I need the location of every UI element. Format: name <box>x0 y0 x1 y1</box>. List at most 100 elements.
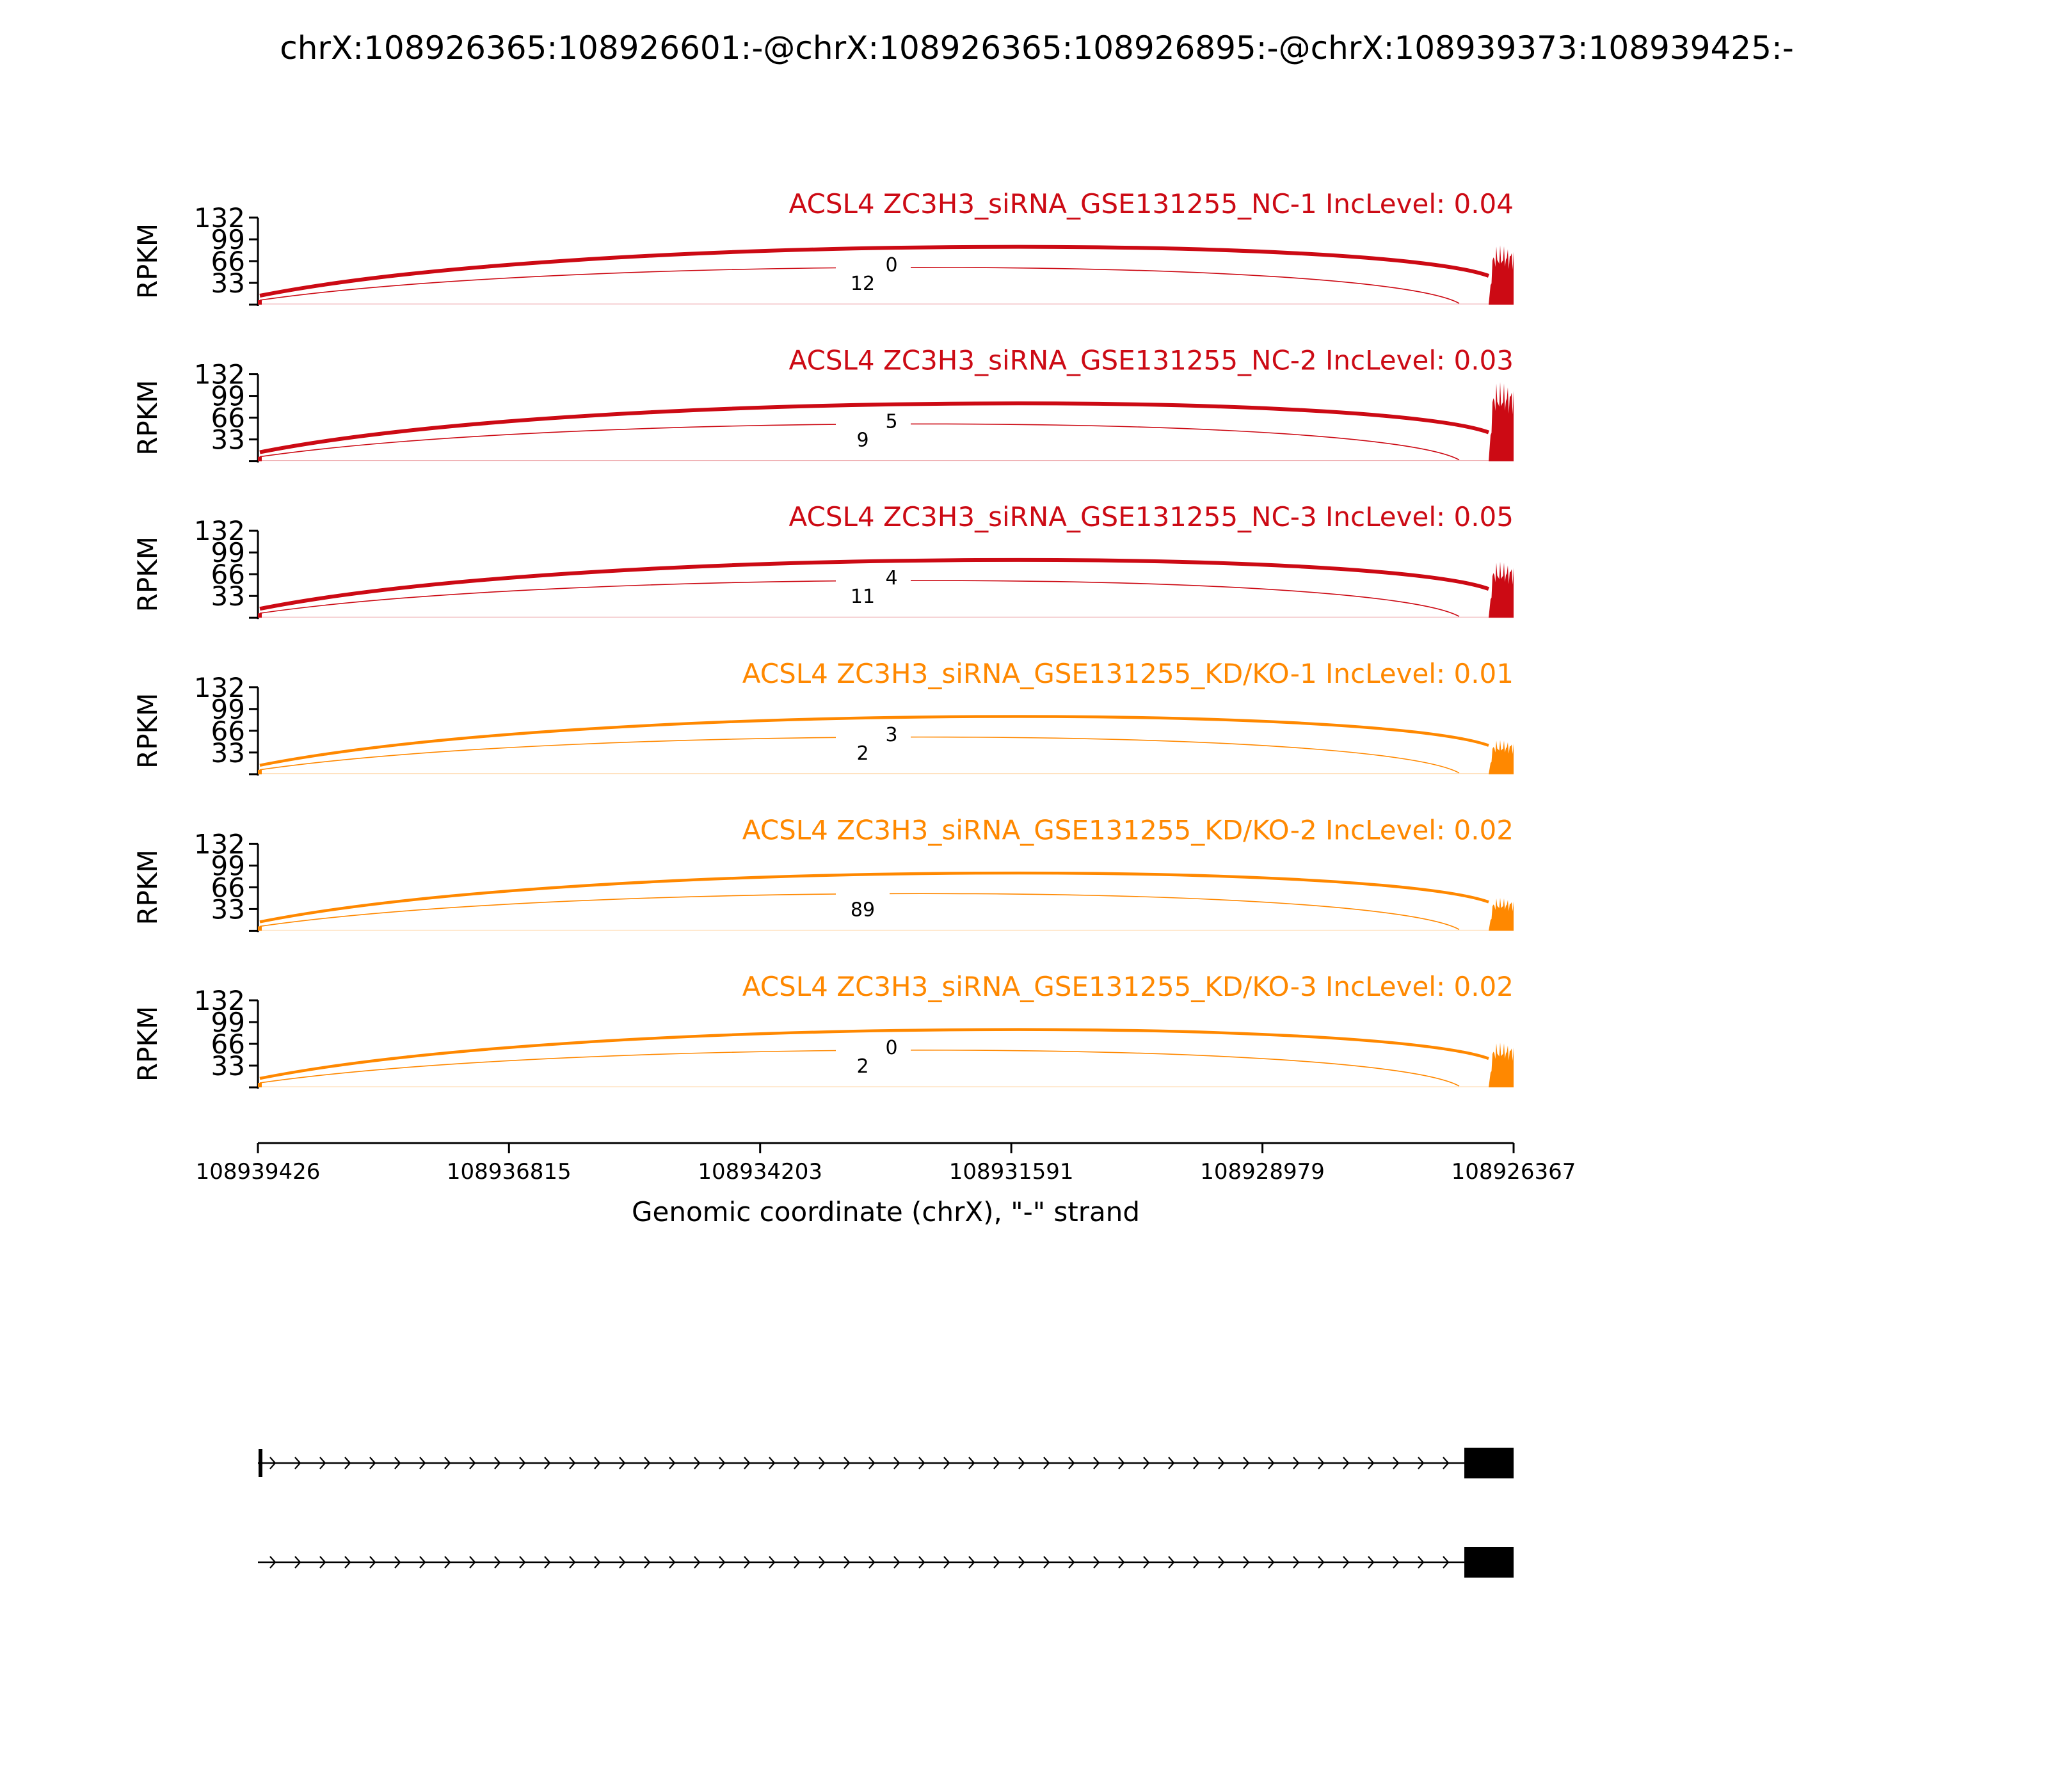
strand-arrow <box>1343 1457 1350 1469</box>
y-tick-label: 33 <box>211 1050 245 1082</box>
strand-arrow <box>769 1457 776 1469</box>
strand-arrow <box>1418 1457 1425 1469</box>
series-label: ACSL4 ZC3H3_siRNA_GSE131255_NC-1 IncLeve… <box>789 188 1514 220</box>
strand-arrow <box>419 1556 426 1569</box>
x-tick-label: 108926367 <box>1452 1159 1576 1185</box>
strand-arrow <box>569 1556 576 1569</box>
strand-arrow <box>1418 1556 1425 1569</box>
series-label: ACSL4 ZC3H3_siRNA_GSE131255_KD/KO-1 IncL… <box>742 658 1514 689</box>
y-axis-label: RPKM <box>132 1006 163 1082</box>
junction-arc-short <box>259 736 1460 774</box>
junction-arc-long <box>259 244 1490 298</box>
strand-arrow <box>394 1556 401 1569</box>
junction-count: 2 <box>856 742 868 765</box>
junction-count: 5 <box>885 411 897 433</box>
strand-arrow <box>844 1556 851 1569</box>
x-axis-label: Genomic coordinate (chrX), "-" strand <box>632 1196 1140 1228</box>
strand-arrow <box>943 1457 950 1469</box>
right-exon-coverage <box>1489 561 1514 618</box>
strand-arrow <box>669 1556 676 1569</box>
exon-block <box>1464 1547 1514 1578</box>
strand-arrow <box>1143 1556 1150 1569</box>
strand-arrow <box>1068 1556 1075 1569</box>
strand-arrow <box>1343 1556 1350 1569</box>
series-label: ACSL4 ZC3H3_siRNA_GSE131255_NC-2 IncLeve… <box>789 345 1514 376</box>
strand-arrow <box>794 1556 801 1569</box>
strand-arrow <box>1043 1457 1050 1469</box>
strand-arrow <box>819 1556 826 1569</box>
right-exon-coverage <box>1489 897 1514 931</box>
right-exon-coverage <box>1489 740 1514 774</box>
strand-arrow <box>993 1457 1000 1469</box>
y-tick-label: 99 <box>211 381 245 412</box>
y-tick-label: 33 <box>211 893 245 925</box>
strand-arrow <box>1268 1556 1275 1569</box>
strand-arrow <box>694 1457 701 1469</box>
junction-count: 11 <box>851 586 875 608</box>
left-exon-coverage <box>258 926 262 931</box>
y-tick-label: 99 <box>211 1007 245 1038</box>
strand-arrow <box>419 1457 426 1469</box>
chart-title: chrX:108926365:108926601:-@chrX:10892636… <box>280 29 1794 67</box>
strand-arrow <box>719 1457 726 1469</box>
strand-arrow <box>544 1457 551 1469</box>
strand-arrow <box>918 1556 925 1569</box>
junction-count: 4 <box>885 567 897 589</box>
junction-count: 0 <box>885 1037 897 1059</box>
junction-arc-short <box>259 423 1460 461</box>
strand-arrow <box>968 1457 975 1469</box>
left-exon-coverage <box>258 613 262 618</box>
strand-arrow <box>1018 1457 1025 1469</box>
strand-arrow <box>893 1457 900 1469</box>
left-exon-coverage <box>258 1083 262 1087</box>
y-tick-label: 132 <box>194 359 245 390</box>
junction-arc-short <box>259 267 1460 304</box>
strand-arrow <box>1093 1556 1100 1569</box>
junction-label-bg <box>860 1035 911 1058</box>
x-tick-label: 108936815 <box>447 1159 572 1185</box>
y-axis-label: RPKM <box>132 693 163 769</box>
junction-arc-long <box>259 715 1489 767</box>
strand-arrow <box>269 1457 276 1469</box>
left-exon-coverage <box>258 456 262 461</box>
strand-arrow <box>1293 1556 1300 1569</box>
y-axis-label: RPKM <box>132 536 163 612</box>
junction-arc-short <box>259 580 1460 617</box>
strand-arrow <box>1268 1457 1275 1469</box>
strand-arrow <box>1368 1556 1375 1569</box>
y-tick-label: 33 <box>211 580 245 612</box>
strand-arrow <box>868 1556 876 1569</box>
y-tick-label: 132 <box>194 985 245 1016</box>
y-tick-label: 132 <box>194 672 245 703</box>
strand-arrow <box>1368 1457 1375 1469</box>
strand-arrow <box>1018 1556 1025 1569</box>
strand-arrow <box>819 1457 826 1469</box>
junction-label-bg <box>860 408 911 432</box>
strand-arrow <box>1318 1556 1325 1569</box>
strand-arrow <box>893 1556 900 1569</box>
strand-arrow <box>369 1457 376 1469</box>
strand-arrow <box>918 1457 925 1469</box>
strand-arrow <box>694 1556 701 1569</box>
junction-label-bg <box>836 890 890 927</box>
strand-arrow <box>619 1457 626 1469</box>
junction-arc-long <box>259 557 1490 611</box>
y-axis-label: RPKM <box>132 849 163 925</box>
right-exon-coverage <box>1489 382 1514 461</box>
strand-arrow <box>1118 1556 1125 1569</box>
y-tick-label: 132 <box>194 828 245 860</box>
strand-arrow <box>719 1556 726 1569</box>
junction-label-bg <box>860 565 911 589</box>
strand-arrow <box>968 1556 975 1569</box>
junction-count: 0 <box>885 254 897 276</box>
strand-arrow <box>344 1556 351 1569</box>
strand-arrow <box>1118 1457 1125 1469</box>
y-tick-label: 66 <box>211 559 245 590</box>
strand-arrow <box>494 1556 501 1569</box>
